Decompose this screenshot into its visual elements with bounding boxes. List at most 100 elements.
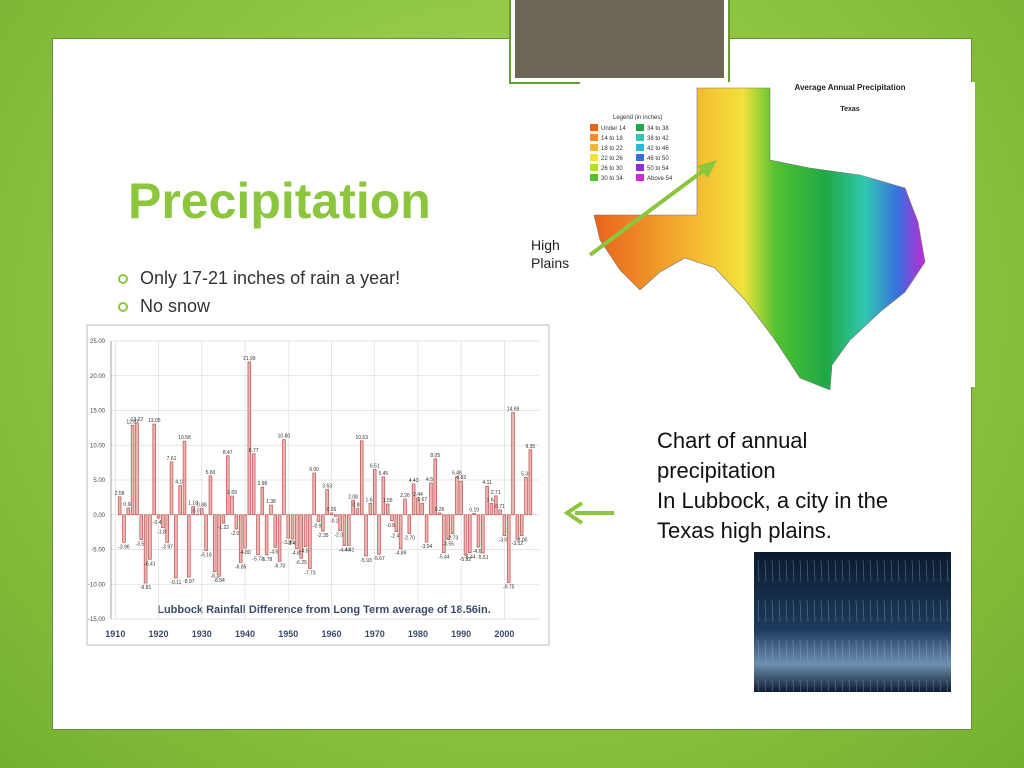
bar <box>442 514 446 553</box>
data-label: -3.94 <box>421 544 433 550</box>
bar <box>187 514 191 578</box>
data-label: -3.55 <box>443 541 455 547</box>
bar <box>238 514 243 563</box>
data-label: 8.05 <box>430 453 440 459</box>
legend-label: 14 to 18 <box>601 136 623 142</box>
legend-swatch <box>590 174 598 181</box>
rain-streaks <box>754 552 951 692</box>
legend-label: 50 to 54 <box>647 166 669 172</box>
chart-frame <box>86 324 550 646</box>
data-label: 6.00 <box>309 467 319 473</box>
map-label: High Plains <box>531 237 570 271</box>
data-label: 2.58 <box>115 491 125 497</box>
bar <box>316 514 321 522</box>
arrow-head <box>563 501 584 525</box>
data-label: -9.11 <box>170 580 181 586</box>
data-label: 4.18 <box>175 480 185 486</box>
data-label: 9.35 <box>525 444 535 450</box>
bullet: No snow <box>117 296 211 316</box>
bar <box>489 503 494 516</box>
x-tick-label: 1960 <box>321 629 341 639</box>
legend-label: 38 to 42 <box>647 136 669 142</box>
x-tick-label: 1950 <box>278 629 298 639</box>
bar <box>213 514 217 573</box>
data-label: 0.07 <box>193 508 203 514</box>
data-label: 1.67 <box>417 497 427 503</box>
data-label: -5.67 <box>373 556 385 562</box>
data-label: -1.22 <box>218 525 230 531</box>
data-label: 5.45 <box>378 471 388 477</box>
data-label: 1.64 <box>487 497 497 503</box>
pointer-arrow <box>588 166 709 257</box>
y-tick-label: -5.00 <box>91 548 105 554</box>
x-tick-label: 1920 <box>149 629 169 639</box>
bar <box>498 509 502 516</box>
data-label: 5.38 <box>521 471 531 477</box>
y-tick-label: 15.00 <box>90 409 106 415</box>
data-label: -0.48 <box>153 520 165 526</box>
bar <box>191 506 195 516</box>
bar <box>364 514 368 557</box>
data-label: 5.48 <box>452 471 462 477</box>
data-label: 4.83 <box>456 475 466 481</box>
data-label: -8.84 <box>213 578 225 584</box>
bar <box>481 514 485 554</box>
data-label: -0.87 <box>386 523 398 529</box>
data-label: 5.60 <box>206 470 216 476</box>
header-box <box>509 0 730 84</box>
bar <box>117 496 122 516</box>
bar <box>429 482 433 516</box>
x-tick-label: 1980 <box>408 629 428 639</box>
data-label: 2.26 <box>400 493 410 499</box>
data-label: 14.69 <box>507 407 520 413</box>
data-label: 0.19 <box>469 507 479 513</box>
bar <box>511 412 515 516</box>
data-label: -3.52 <box>512 541 524 547</box>
bar <box>372 469 377 516</box>
data-label: -8.2 <box>210 574 219 580</box>
data-label: 3.63 <box>322 484 332 490</box>
data-label: 2.08 <box>348 494 358 500</box>
x-tick-label: 1910 <box>105 629 125 639</box>
data-label: 1.18 <box>188 501 198 507</box>
bar <box>377 514 381 555</box>
data-label: -2.70 <box>404 536 416 542</box>
legend-swatch <box>636 134 644 141</box>
data-label: -6.25 <box>296 560 308 566</box>
bar <box>312 472 316 516</box>
x-tick-label: 2000 <box>494 629 514 639</box>
bar <box>394 514 399 532</box>
legend-swatch <box>590 154 598 161</box>
bar <box>390 514 394 522</box>
data-label: 0.26 <box>435 507 445 513</box>
data-label: -6.85 <box>235 564 247 570</box>
data-label: 2.71 <box>491 490 501 496</box>
bar <box>485 485 489 516</box>
data-label: -5.16 <box>200 553 212 559</box>
data-label: -0.98 <box>313 524 325 530</box>
data-label: -4.41 <box>343 547 355 553</box>
bar <box>446 514 450 540</box>
data-label: 1.64 <box>366 497 376 503</box>
x-tick-label: 1930 <box>192 629 212 639</box>
bar <box>286 514 291 539</box>
bar <box>468 514 472 553</box>
data-label: -2.35 <box>317 533 329 539</box>
data-label: 13.22 <box>131 417 144 423</box>
data-label: -4.64 <box>473 549 485 555</box>
y-tick-label: 0.00 <box>93 513 105 519</box>
map-subtitle: Texas <box>840 106 859 113</box>
bar <box>398 514 403 550</box>
data-label: 1.55 <box>383 498 393 504</box>
data-label: -3.58 <box>136 542 148 548</box>
y-tick-label: -15.00 <box>88 617 106 623</box>
bar <box>273 514 278 548</box>
legend-label: 22 to 26 <box>601 156 623 162</box>
legend-label: 46 to 50 <box>647 156 669 162</box>
data-label: -3.97 <box>161 544 173 550</box>
data-label: 21.99 <box>243 356 256 362</box>
bar <box>347 514 351 546</box>
bar <box>290 514 295 540</box>
y-tick-label: -10.00 <box>88 582 106 588</box>
